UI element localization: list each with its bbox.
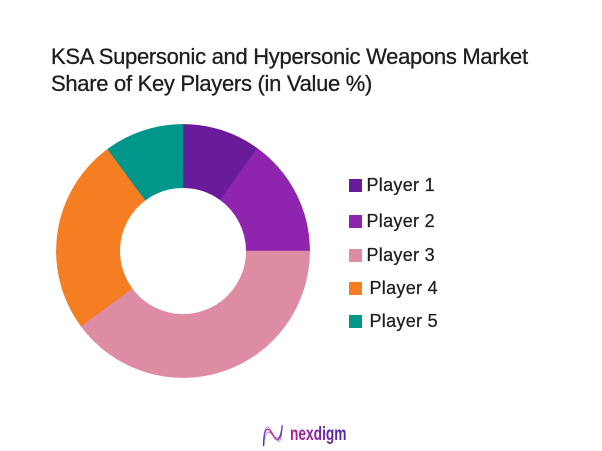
svg-text:nexdigm: nexdigm xyxy=(290,424,347,445)
